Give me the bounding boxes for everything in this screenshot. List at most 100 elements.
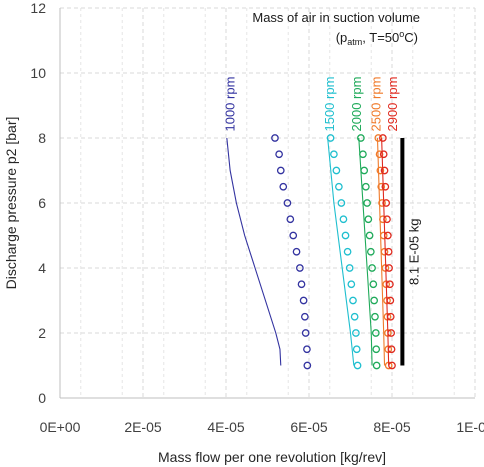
data-point bbox=[385, 264, 393, 272]
data-point bbox=[345, 264, 354, 272]
data-point bbox=[380, 247, 389, 256]
series-1500-rpm: 1500 rpm bbox=[322, 77, 362, 370]
data-point bbox=[383, 215, 391, 224]
data-point bbox=[386, 280, 394, 289]
scale-bar: 8.1 E-05 kg bbox=[400, 138, 421, 366]
series-line bbox=[358, 137, 373, 366]
horizontal-gridlines bbox=[60, 7, 475, 334]
data-point bbox=[352, 345, 361, 354]
data-point bbox=[372, 345, 381, 354]
data-point bbox=[386, 296, 395, 305]
data-point bbox=[326, 134, 335, 142]
data-point bbox=[379, 231, 388, 240]
data-point bbox=[350, 312, 359, 321]
data-point bbox=[343, 247, 352, 256]
data-point bbox=[374, 134, 383, 142]
y-axis-title: Discharge pressure p2 [bar] bbox=[3, 117, 19, 290]
series-line bbox=[226, 137, 282, 366]
data-point bbox=[378, 199, 386, 207]
data-point bbox=[297, 280, 306, 289]
data-point bbox=[349, 296, 357, 305]
data-point bbox=[382, 199, 391, 207]
data-point bbox=[380, 166, 389, 175]
y-tick-label: 6 bbox=[38, 195, 46, 211]
data-point bbox=[379, 215, 387, 224]
x-tick-label: 2E-05 bbox=[124, 419, 162, 435]
x-tick-label: 6E-05 bbox=[290, 419, 328, 435]
data-point bbox=[386, 312, 395, 321]
y-tick-label: 0 bbox=[38, 390, 46, 406]
series-label: 2000 rpm bbox=[349, 77, 364, 132]
data-point bbox=[364, 215, 373, 224]
series-2900-rpm: 2900 rpm bbox=[379, 77, 400, 370]
data-point bbox=[289, 231, 298, 240]
annotation-open: (p bbox=[336, 30, 348, 45]
annotation-sub: atm bbox=[347, 37, 362, 47]
scale-bar-label: 8.1 E-05 kg bbox=[406, 219, 421, 286]
data-point bbox=[387, 345, 396, 354]
data-point bbox=[301, 329, 310, 337]
series-label: 1500 rpm bbox=[322, 77, 337, 132]
data-point bbox=[335, 182, 343, 191]
x-tick-label: 0E+00 bbox=[40, 419, 81, 435]
data-point bbox=[339, 215, 348, 224]
annotation-mid: , T=50 bbox=[362, 30, 399, 45]
data-point bbox=[376, 166, 385, 175]
data-point bbox=[292, 247, 301, 256]
data-point bbox=[375, 150, 384, 159]
data-point bbox=[371, 329, 380, 337]
data-point bbox=[372, 361, 381, 370]
data-point bbox=[381, 182, 390, 191]
data-point bbox=[359, 150, 367, 159]
data-point bbox=[341, 231, 350, 240]
data-point bbox=[353, 361, 362, 370]
data-point bbox=[347, 280, 356, 289]
series-line bbox=[327, 137, 355, 366]
data-point bbox=[357, 134, 365, 142]
data-point bbox=[286, 215, 295, 224]
data-point bbox=[296, 264, 304, 272]
y-tick-label: 10 bbox=[30, 65, 46, 81]
data-point bbox=[275, 150, 283, 159]
y-tick-label: 2 bbox=[38, 325, 46, 341]
y-tick-labels: 0 2 4 6 8 10 12 bbox=[30, 0, 46, 406]
data-point bbox=[365, 231, 374, 240]
data-point bbox=[279, 182, 288, 191]
data-point bbox=[332, 166, 341, 175]
data-point bbox=[352, 329, 360, 337]
series-label: 2500 rpm bbox=[368, 77, 383, 132]
data-point bbox=[363, 199, 371, 207]
data-point bbox=[360, 166, 369, 175]
data-point bbox=[330, 150, 338, 159]
annotation-sup: o bbox=[399, 29, 404, 39]
annotation-close: C) bbox=[404, 30, 418, 45]
series-1000-rpm: 1000 rpm bbox=[222, 77, 312, 370]
x-tick-label: 8E-05 bbox=[373, 419, 411, 435]
series-layer: 1000 rpm 1500 rpm 2000 rpm 2500 rpm 2900 rpm bbox=[222, 77, 400, 370]
x-axis-title: Mass flow per one revolution [kg/rev] bbox=[158, 449, 386, 465]
x-tick-labels: 0E+00 2E-05 4E-05 6E-05 8E-05 1E-04 bbox=[40, 419, 484, 435]
data-point bbox=[387, 329, 396, 337]
data-point bbox=[300, 312, 309, 321]
data-point bbox=[383, 231, 392, 240]
series-2000-rpm: 2000 rpm bbox=[349, 77, 381, 370]
data-point bbox=[370, 296, 379, 305]
y-tick-label: 12 bbox=[30, 0, 46, 16]
data-point bbox=[379, 134, 387, 142]
data-point bbox=[369, 280, 378, 289]
data-point bbox=[276, 166, 285, 175]
series-label: 1000 rpm bbox=[222, 77, 237, 132]
y-tick-label: 4 bbox=[38, 260, 46, 276]
data-point bbox=[303, 345, 311, 354]
data-point bbox=[379, 150, 388, 159]
data-point bbox=[384, 247, 393, 256]
data-point bbox=[371, 312, 379, 321]
data-point bbox=[299, 296, 308, 305]
x-tick-label: 1E-04 bbox=[456, 419, 484, 435]
data-point bbox=[303, 361, 312, 370]
annotation-line-2: (patm, T=50oC) bbox=[336, 29, 418, 47]
data-point bbox=[366, 247, 375, 256]
x-tick-label: 4E-05 bbox=[207, 419, 245, 435]
data-point bbox=[368, 264, 376, 272]
